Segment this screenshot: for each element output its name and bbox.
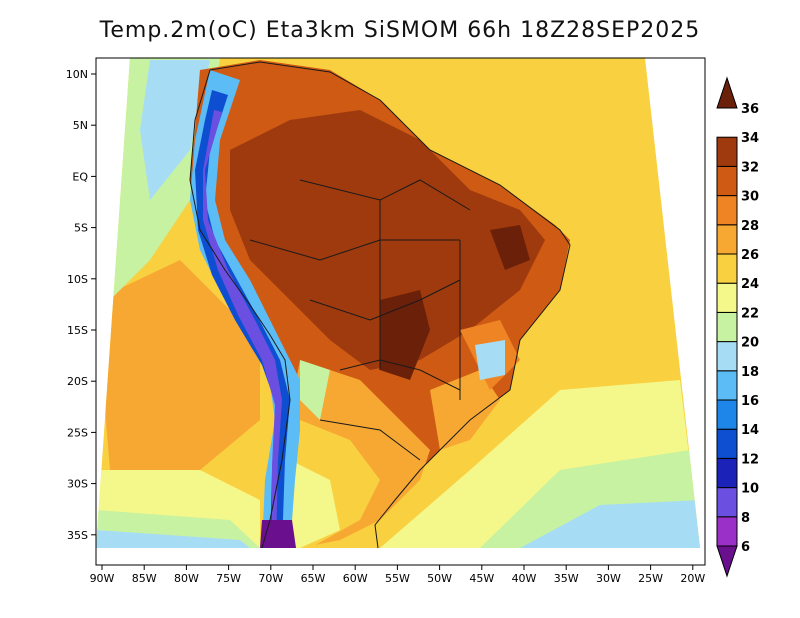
border-1 [299, 179, 471, 211]
lon-tick-label: 20W [680, 572, 705, 585]
map-frame [95, 57, 706, 566]
coastlines-borders [189, 61, 571, 549]
lon-tick-label: 55W [385, 572, 410, 585]
nw-pacific-cooler [140, 60, 210, 200]
lon-tick-label: 75W [216, 572, 241, 585]
pantanal-hottest [380, 290, 430, 380]
colorbar-top-arrow [716, 76, 738, 109]
lat-tick-label: 30S [67, 478, 88, 491]
colorbar-segment [716, 516, 738, 547]
colorbar-segment [716, 195, 738, 226]
colorbar-label: 34 [741, 131, 759, 146]
lat-tick-label: 10N [66, 68, 88, 81]
pacific-coastline [189, 69, 291, 549]
chaco-cool [300, 360, 330, 420]
lon-tick-label: 45W [469, 572, 494, 585]
colorbar-segment [716, 165, 738, 197]
latitude-axis: 10N 5N EQ 5S 10S 15S 20S 25S 30S 35S [66, 68, 96, 542]
lon-tick-label: 85W [132, 572, 157, 585]
ocean-warm-north [350, 60, 660, 240]
lon-tick-label: 40W [512, 572, 537, 585]
colorbar-label: 18 [741, 365, 759, 380]
colorbar-segment [716, 224, 738, 255]
southern-andes-coldest [260, 520, 296, 548]
lon-tick-label: 60W [343, 572, 368, 585]
longitude-axis: 90W 85W 80W 75W 70W 65W 60W 55W 50W 45W 40W 35W 30W 2… [90, 565, 705, 585]
lon-tick-label: 30W [596, 572, 621, 585]
lat-tick-label: 5N [73, 119, 88, 132]
lon-tick-label: 50W [427, 572, 452, 585]
border-4 [339, 359, 461, 391]
se-brazil-warm [430, 370, 500, 450]
colorbar-label: 20 [741, 336, 759, 351]
south-pacific-coolest [96, 530, 250, 548]
lon-tick-label: 35W [554, 572, 579, 585]
colorbar-label: 12 [741, 452, 759, 467]
lon-tick-label: 90W [90, 572, 115, 585]
lat-tick-label: 15S [67, 324, 88, 337]
border-3 [309, 279, 461, 321]
lat-tick-label: 5S [74, 222, 88, 235]
pacific-warm-region [96, 260, 260, 470]
lon-tick-label: 70W [258, 572, 283, 585]
northeast-hottest [490, 225, 530, 270]
colorbar-segment [716, 457, 738, 489]
temperature-field [96, 58, 700, 548]
lat-tick-label: 20S [67, 375, 88, 388]
colorbar-label: 14 [741, 423, 759, 438]
colorbar-label: 10 [741, 482, 759, 497]
colorbar-bottom-arrow [716, 545, 738, 578]
colorbar-label: 8 [741, 511, 750, 526]
colorbar-label: 16 [741, 394, 759, 409]
colorbar-segment [716, 282, 738, 313]
colorbar-segment [716, 370, 738, 401]
lat-tick-label: EQ [72, 170, 88, 183]
colorbar-segment [716, 428, 738, 459]
border-2 [249, 239, 460, 261]
colorbar-label: 24 [741, 277, 759, 292]
colorbar-segment [716, 487, 738, 518]
lon-tick-label: 80W [174, 572, 199, 585]
map-title: Temp.2m(oC) Eta3km SiSMOM 66h 18Z28SEP20… [99, 18, 701, 43]
lat-tick-label: 35S [67, 529, 88, 542]
lon-tick-label: 65W [301, 572, 326, 585]
andes-very-cold [203, 110, 282, 548]
colorbar-label: 36 [741, 102, 759, 117]
border-5 [319, 419, 421, 461]
colorbar-label: 6 [741, 540, 750, 555]
colorbar-label: 30 [741, 190, 759, 205]
colorbar-label: 26 [741, 248, 759, 263]
colorbar-segment [716, 136, 738, 167]
lat-tick-label: 10S [67, 273, 88, 286]
colorbar-segment [716, 341, 738, 372]
south-atlantic-coolest [520, 500, 700, 548]
colorbar-segment [716, 311, 738, 343]
colorbar-label: 32 [741, 160, 759, 175]
lat-tick-label: 25S [67, 426, 88, 439]
atlantic-coastline [209, 61, 571, 549]
lon-tick-label: 25W [638, 572, 663, 585]
colorbar-label: 28 [741, 219, 759, 234]
colorbar-segment [716, 399, 738, 430]
colorbar: 6 8 10 12 14 16 18 20 22 24 26 28 30 32 34 36 [716, 76, 759, 578]
patagonia-cool [280, 460, 340, 548]
mg-cool-spot [475, 340, 505, 380]
colorbar-segment [716, 253, 738, 284]
colorbar-label: 22 [741, 306, 759, 321]
